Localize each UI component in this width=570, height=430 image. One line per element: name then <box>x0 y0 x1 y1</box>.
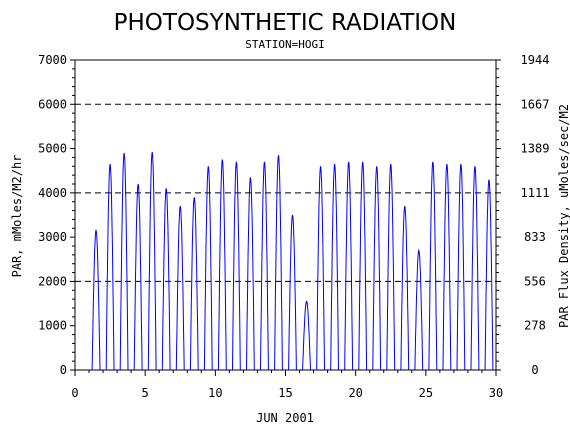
day-curve <box>425 161 440 371</box>
y2-tick-label: 278 <box>524 319 546 333</box>
day-curve <box>285 214 300 371</box>
y-tick-label: 4000 <box>38 186 67 200</box>
day-curve <box>145 152 160 371</box>
x-tick-label: 15 <box>278 386 292 400</box>
x-tick-label: 0 <box>71 386 78 400</box>
x-tick-label: 20 <box>348 386 362 400</box>
y2-tick-label: 1111 <box>521 186 550 200</box>
y-tick-label: 7000 <box>38 53 67 67</box>
y-tick-label: 6000 <box>38 97 67 111</box>
y2-tick-label: 1389 <box>521 142 550 156</box>
y-axis-label: PAR, mMoles/M2/hr <box>10 155 24 278</box>
day-curve <box>369 166 384 371</box>
day-curve <box>439 164 454 371</box>
day-curve <box>482 179 496 371</box>
chart-subtitle: STATION=HOGI <box>245 38 324 51</box>
y-tick-label: 3000 <box>38 230 67 244</box>
day-curve <box>355 161 370 371</box>
day-curve <box>341 161 356 371</box>
day-curve <box>229 161 244 371</box>
day-curve <box>271 155 286 371</box>
x-tick-label: 25 <box>419 386 433 400</box>
x-tick-label: 10 <box>208 386 222 400</box>
day-curve <box>215 159 230 371</box>
x-tick-label: 30 <box>489 386 503 400</box>
y-tick-label: 5000 <box>38 142 67 156</box>
y2-tick-label: 556 <box>524 274 546 288</box>
day-curve <box>159 188 174 371</box>
day-curve <box>117 152 132 371</box>
day-curve <box>411 248 426 371</box>
x-tick-label: 5 <box>142 386 149 400</box>
day-curve <box>299 300 314 371</box>
y2-tick-label: 833 <box>524 230 546 244</box>
y-tick-label: 0 <box>60 363 67 377</box>
day-curve <box>243 177 258 371</box>
chart-title: PHOTOSYNTHETIC RADIATION <box>114 10 457 36</box>
day-curve <box>131 183 146 371</box>
day-curve <box>187 197 202 371</box>
day-curve <box>397 205 412 371</box>
x-axis-label: JUN 2001 <box>256 411 314 425</box>
y-tick-label: 1000 <box>38 319 67 333</box>
day-curve <box>313 166 328 371</box>
y2-tick-label: 1667 <box>521 97 550 111</box>
grid-lines <box>75 103 496 282</box>
day-curve <box>383 163 398 371</box>
day-curve <box>201 166 216 371</box>
day-curve <box>467 166 482 371</box>
day-curve <box>327 164 342 371</box>
axis-ticks: 0 5 10 15 20 25 30 0 1000 2000 3000 4000 5000 6000 700… <box>38 53 549 400</box>
y2-axis-label: PAR Flux Density, uMoles/sec/M2 <box>557 104 570 328</box>
series-group <box>89 152 496 371</box>
day-curve <box>89 228 104 371</box>
day-curve <box>257 161 272 371</box>
y2-tick-label: 0 <box>531 363 538 377</box>
y-tick-label: 2000 <box>38 274 67 288</box>
day-curve <box>103 164 118 371</box>
y2-tick-label: 1944 <box>521 53 550 67</box>
day-curve <box>173 205 188 371</box>
day-curve <box>453 164 468 371</box>
plot-frame <box>74 59 497 371</box>
